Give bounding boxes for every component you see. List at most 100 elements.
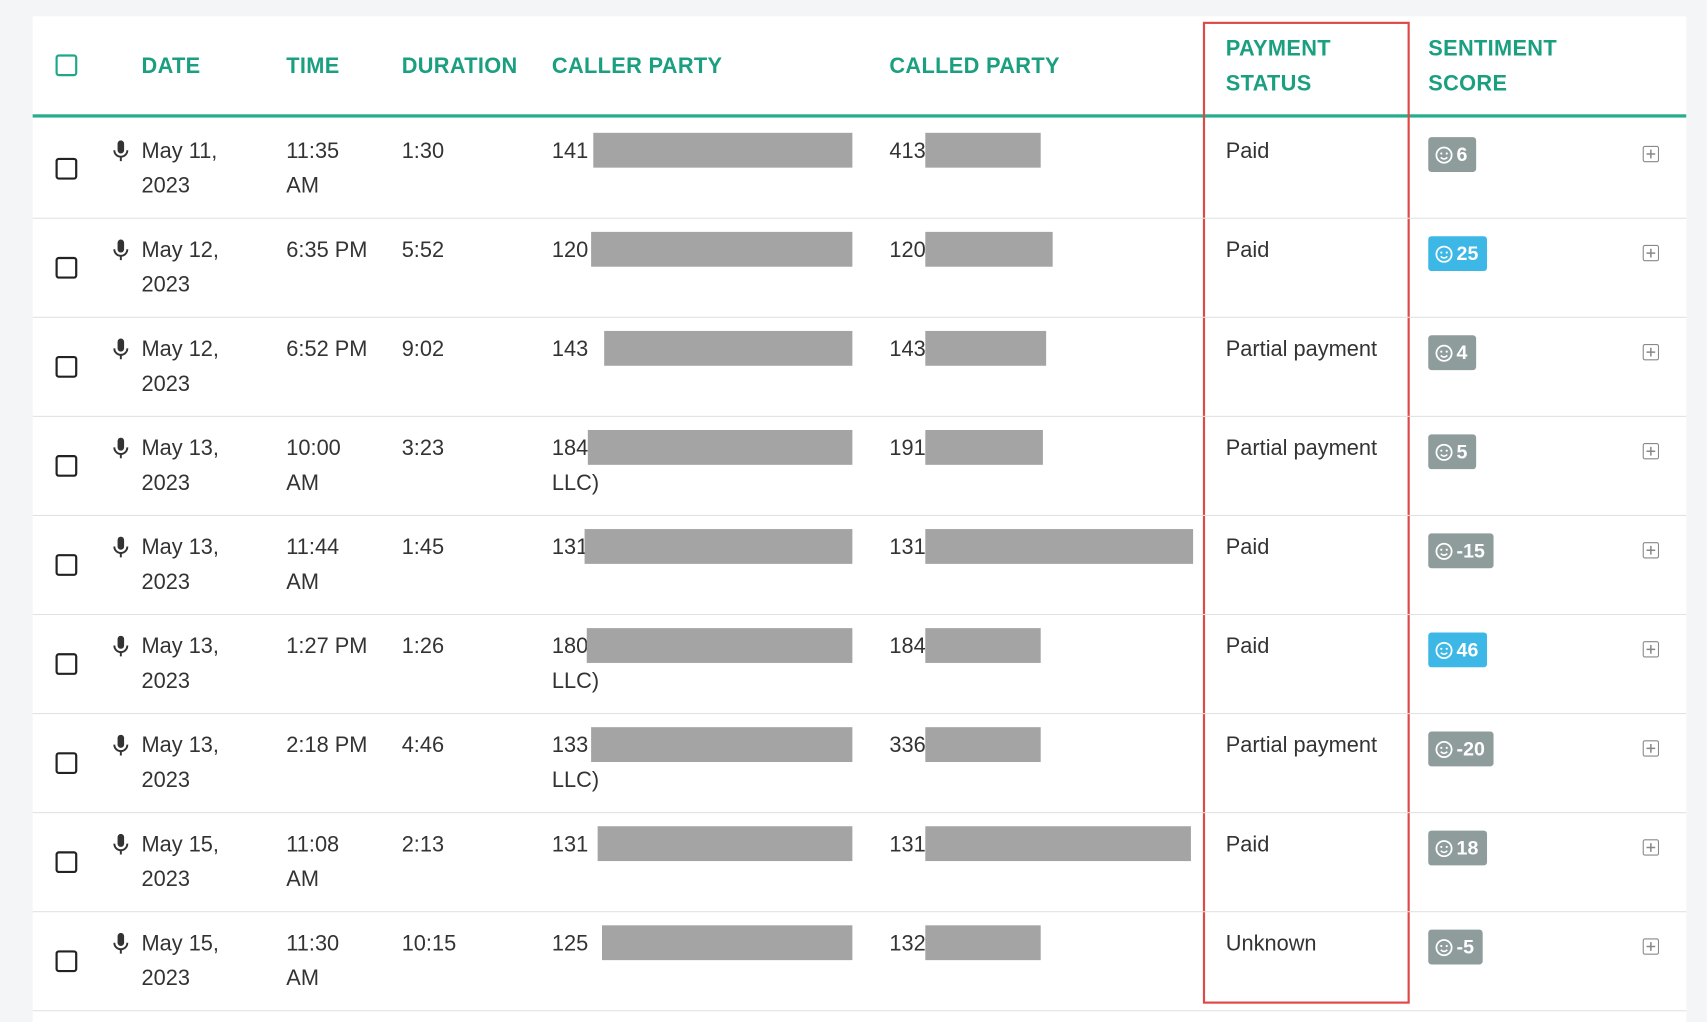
caller-text: LLC) bbox=[551, 471, 600, 496]
row-checkbox[interactable] bbox=[55, 157, 78, 180]
sentiment-badge: -20 bbox=[1428, 731, 1494, 767]
row-separator bbox=[32, 812, 1687, 814]
sentiment-score: 18 bbox=[1456, 837, 1479, 859]
select-all-checkbox[interactable] bbox=[55, 54, 78, 77]
expand-button[interactable] bbox=[1642, 740, 1660, 757]
mic-icon bbox=[113, 338, 129, 366]
expand-button[interactable] bbox=[1642, 343, 1660, 361]
called-text: 336 bbox=[889, 733, 926, 758]
sentiment-score: 5 bbox=[1456, 440, 1468, 463]
redaction bbox=[925, 231, 1053, 267]
called-text: 184 bbox=[889, 634, 926, 659]
highlight-box bbox=[1202, 21, 1410, 1004]
payment-status: Partial payment bbox=[1225, 337, 1378, 362]
row-separator bbox=[32, 713, 1687, 715]
caller-text: 180 bbox=[551, 634, 589, 659]
column-header: TIME bbox=[286, 54, 340, 79]
date: May 12, 2023 bbox=[141, 337, 219, 397]
sentiment-score: -5 bbox=[1456, 936, 1474, 958]
payment-status: Paid bbox=[1225, 139, 1270, 164]
payment-status: Partial payment bbox=[1225, 436, 1378, 461]
mic-icon bbox=[113, 734, 129, 762]
redaction bbox=[604, 330, 853, 366]
date: May 13, 2023 bbox=[141, 634, 219, 694]
mic-icon bbox=[113, 932, 129, 960]
caller-text: LLC) bbox=[551, 768, 600, 793]
column-header: PAYMENT STATUS bbox=[1225, 37, 1331, 96]
row-separator bbox=[32, 217, 1687, 219]
sentiment-badge: -15 bbox=[1428, 533, 1494, 569]
row-checkbox[interactable] bbox=[55, 455, 78, 477]
row-checkbox[interactable] bbox=[55, 950, 78, 973]
caller-text: 131 bbox=[551, 832, 589, 857]
redaction bbox=[587, 429, 853, 465]
date: May 13, 2023 bbox=[141, 733, 219, 793]
sentiment-score: 25 bbox=[1456, 242, 1479, 265]
time: 10:00 AM bbox=[286, 436, 341, 496]
row-checkbox[interactable] bbox=[55, 653, 78, 675]
row-separator bbox=[32, 316, 1687, 318]
date: May 11, 2023 bbox=[141, 139, 218, 199]
caller-text: 184 bbox=[551, 436, 589, 461]
row-checkbox[interactable] bbox=[55, 554, 78, 576]
date: May 15, 2023 bbox=[141, 931, 219, 991]
column-header: DURATION bbox=[401, 54, 518, 79]
payment-status: Paid bbox=[1225, 832, 1270, 857]
time: 6:35 PM bbox=[286, 238, 368, 263]
sentiment-badge: -5 bbox=[1428, 929, 1483, 965]
expand-button[interactable] bbox=[1642, 938, 1660, 955]
row-separator bbox=[32, 613, 1687, 616]
row-separator bbox=[32, 911, 1687, 913]
duration: 1:45 bbox=[401, 535, 445, 560]
duration: 4:46 bbox=[401, 733, 445, 758]
redaction bbox=[925, 132, 1041, 168]
caller-text: 141 bbox=[551, 139, 589, 164]
payment-status: Paid bbox=[1225, 238, 1270, 263]
redaction bbox=[591, 727, 853, 763]
time: 1:27 PM bbox=[286, 634, 368, 659]
mic-icon bbox=[113, 140, 129, 167]
expand-button[interactable] bbox=[1642, 145, 1660, 163]
expand-button[interactable] bbox=[1642, 641, 1660, 658]
duration: 10:15 bbox=[401, 931, 457, 956]
duration: 9:02 bbox=[401, 337, 445, 362]
row-checkbox[interactable] bbox=[55, 256, 78, 279]
row-checkbox[interactable] bbox=[55, 752, 78, 774]
time: 11:44 AM bbox=[286, 535, 340, 595]
sentiment-score: -20 bbox=[1456, 738, 1485, 760]
redaction bbox=[925, 429, 1043, 465]
column-header: CALLED PARTY bbox=[889, 54, 1060, 79]
sentiment-score: -15 bbox=[1456, 539, 1485, 562]
column-header: DATE bbox=[141, 54, 201, 79]
teal-divider bbox=[32, 114, 1687, 118]
date: May 13, 2023 bbox=[141, 436, 219, 496]
row-checkbox[interactable] bbox=[55, 851, 78, 874]
expand-button[interactable] bbox=[1642, 542, 1660, 559]
date: May 12, 2023 bbox=[141, 238, 219, 298]
redaction bbox=[601, 925, 853, 961]
sentiment-badge: 5 bbox=[1428, 434, 1477, 470]
caller-text: LLC) bbox=[551, 669, 600, 694]
time: 11:30 AM bbox=[286, 931, 340, 991]
redaction bbox=[925, 826, 1191, 862]
caller-text: 143 bbox=[551, 337, 589, 362]
redaction bbox=[925, 727, 1041, 763]
expand-button[interactable] bbox=[1642, 443, 1660, 460]
sentiment-badge: 6 bbox=[1428, 137, 1477, 172]
row-checkbox[interactable] bbox=[55, 355, 78, 378]
expand-button[interactable] bbox=[1642, 839, 1660, 856]
row-separator bbox=[32, 415, 1687, 417]
time: 11:08 AM bbox=[286, 832, 340, 892]
redaction bbox=[591, 231, 853, 267]
time: 11:35 AM bbox=[286, 139, 340, 199]
payment-status: Partial payment bbox=[1225, 733, 1378, 758]
called-text: 131 bbox=[889, 535, 926, 560]
caller-text: 125 bbox=[551, 931, 589, 956]
sentiment-badge: 46 bbox=[1428, 632, 1488, 668]
caller-text: 133 bbox=[551, 733, 589, 758]
mic-icon bbox=[113, 635, 129, 663]
duration: 1:30 bbox=[401, 139, 445, 164]
column-header: CALLER PARTY bbox=[551, 54, 723, 79]
expand-button[interactable] bbox=[1642, 244, 1660, 262]
